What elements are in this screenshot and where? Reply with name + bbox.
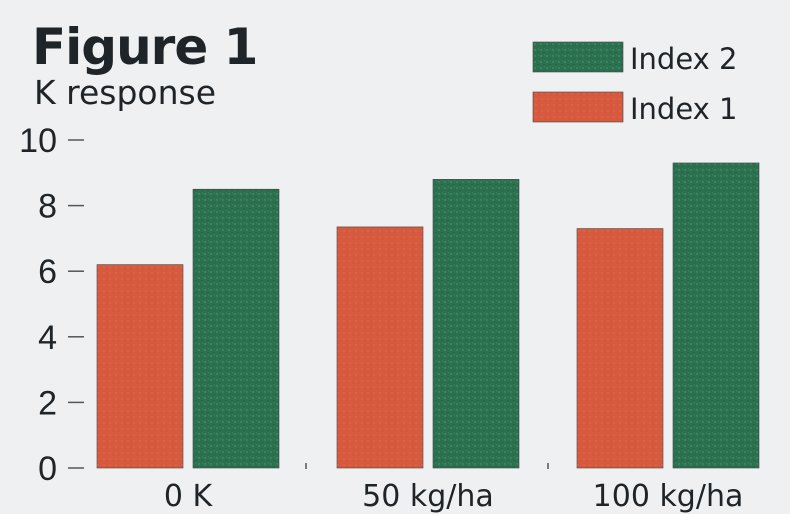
bar xyxy=(576,228,664,469)
bars xyxy=(96,162,760,469)
x-tick-label: 100 kg/ha xyxy=(593,479,744,514)
chart-subtitle: K response xyxy=(34,73,216,112)
legend: Index 2 Index 1 xyxy=(532,41,738,126)
y-tick-label: 2 xyxy=(38,384,57,422)
legend-label: Index 1 xyxy=(630,92,738,126)
x-tick-label: 50 kg/ha xyxy=(362,479,494,514)
bar xyxy=(672,162,760,469)
chart-title: Figure 1 xyxy=(32,18,257,76)
bar xyxy=(96,264,184,469)
y-axis: 0 2 4 6 8 10 xyxy=(19,122,84,488)
y-tick-label: 4 xyxy=(38,319,57,357)
x-tick-label: 0 K xyxy=(164,479,214,514)
x-axis: 0 K 50 kg/ha 100 kg/ha xyxy=(164,463,744,514)
y-tick-label: 10 xyxy=(19,122,57,160)
bar xyxy=(192,188,280,469)
bar xyxy=(432,179,520,469)
y-tick-label: 6 xyxy=(38,253,57,291)
legend-swatch xyxy=(532,91,624,123)
bar xyxy=(336,226,424,469)
legend-label: Index 2 xyxy=(630,42,738,76)
y-tick-label: 0 xyxy=(38,450,57,488)
y-tick-label: 8 xyxy=(38,188,57,226)
legend-swatch xyxy=(532,41,624,73)
